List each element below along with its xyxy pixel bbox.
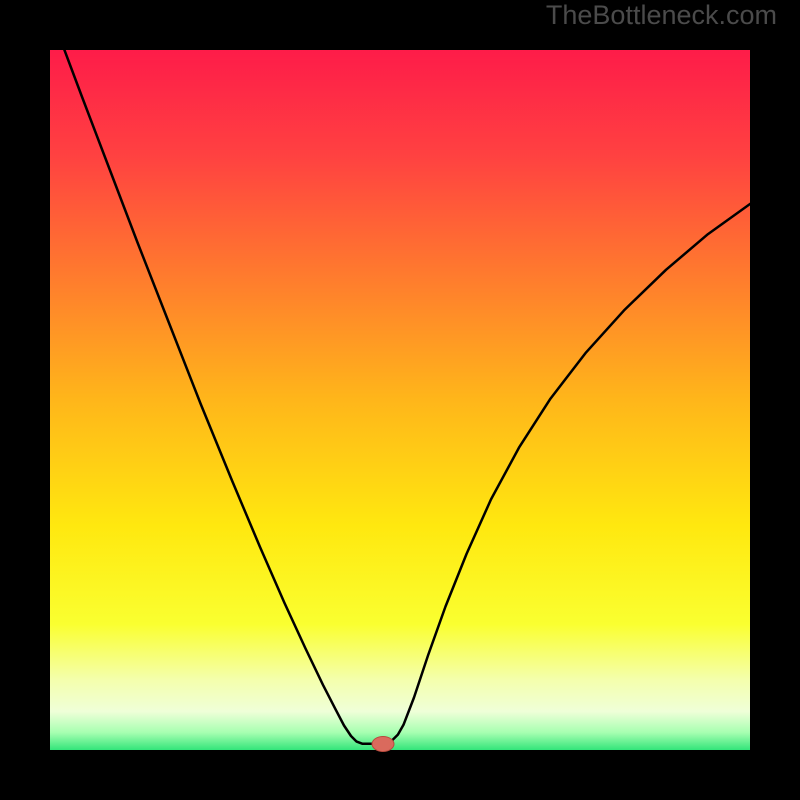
bottleneck-curve bbox=[50, 50, 750, 750]
plot-area bbox=[50, 50, 750, 750]
optimum-marker bbox=[371, 736, 394, 752]
watermark-text: TheBottleneck.com bbox=[546, 0, 777, 31]
stage: TheBottleneck.com bbox=[0, 0, 800, 800]
